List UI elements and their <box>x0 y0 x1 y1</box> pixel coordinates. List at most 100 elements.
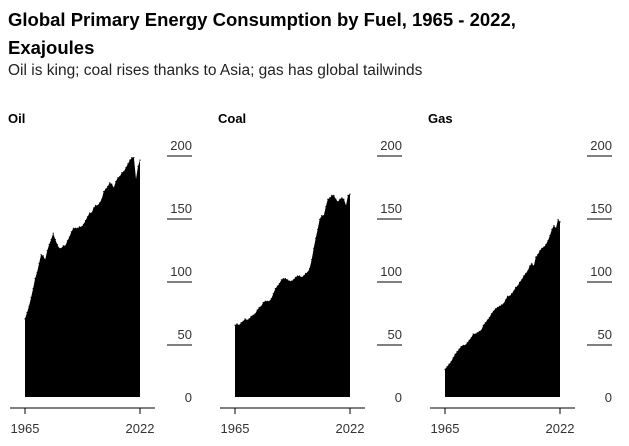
chart-title-line-2: Exajoules <box>8 37 95 58</box>
data-point-gas-1986 <box>486 319 488 321</box>
data-point-oil-1966 <box>26 312 28 314</box>
data-point-coal-2021 <box>347 194 349 196</box>
data-point-gas-2013 <box>541 247 543 249</box>
data-point-coal-2017 <box>339 198 341 200</box>
data-point-oil-2006 <box>107 186 109 188</box>
data-point-gas-2019 <box>553 225 555 227</box>
data-point-gas-2002 <box>519 281 521 283</box>
data-point-oil-1994 <box>82 223 85 225</box>
data-point-gas-1985 <box>484 322 486 324</box>
data-point-coal-1966 <box>236 323 238 325</box>
panel-coal: Coal 0 50 100 150 200 1965 2022 <box>218 111 402 436</box>
panel-label-oil: Oil <box>8 111 25 126</box>
y-tick-label-oil-150: 150 <box>170 201 192 216</box>
data-point-gas-1976 <box>466 342 468 344</box>
data-point-gas-2021 <box>557 218 559 220</box>
data-point-coal-1976 <box>256 309 258 311</box>
data-point-coal-2022 <box>349 193 351 195</box>
data-point-coal-2008 <box>321 215 323 217</box>
area-series-oil <box>25 157 140 397</box>
data-point-coal-1979 <box>262 301 264 304</box>
data-point-gas-1999 <box>513 290 515 292</box>
data-point-gas-1972 <box>458 348 460 350</box>
data-point-coal-1997 <box>299 275 301 277</box>
data-point-gas-2016 <box>547 240 549 242</box>
data-point-oil-1989 <box>72 227 74 229</box>
panel-label-coal: Coal <box>218 111 246 126</box>
area-series-coal <box>235 194 350 397</box>
data-point-gas-1978 <box>470 337 472 339</box>
data-point-coal-1974 <box>252 314 254 316</box>
data-point-coal-2000 <box>305 272 307 275</box>
data-point-coal-1967 <box>238 324 240 326</box>
data-point-oil-1965 <box>24 318 26 320</box>
data-point-coal-1991 <box>286 279 289 281</box>
x-tick-label-coal-1965: 1965 <box>221 421 250 436</box>
y-tick-label-oil-0: 0 <box>185 390 192 405</box>
data-point-gas-1981 <box>476 332 478 334</box>
data-point-oil-1976 <box>46 250 48 252</box>
data-point-oil-1969 <box>32 288 34 290</box>
data-point-oil-1983 <box>60 247 62 249</box>
data-point-oil-2019 <box>133 157 135 159</box>
data-point-oil-2011 <box>117 177 119 179</box>
data-point-coal-2018 <box>341 197 343 199</box>
x-tick-label-gas-2022: 2022 <box>546 421 575 436</box>
data-point-gas-2018 <box>551 228 553 230</box>
data-point-oil-2008 <box>111 183 113 185</box>
data-point-coal-2001 <box>307 271 309 273</box>
data-point-gas-2007 <box>529 265 531 267</box>
data-point-coal-1978 <box>260 305 262 307</box>
data-point-oil-1975 <box>44 259 46 261</box>
data-point-gas-1989 <box>492 310 494 312</box>
data-point-oil-2012 <box>119 175 121 178</box>
data-point-gas-1987 <box>488 317 490 319</box>
data-point-oil-1972 <box>38 262 40 264</box>
y-tick-label-gas-0: 0 <box>605 390 612 405</box>
data-point-oil-1985 <box>64 245 66 247</box>
data-point-coal-1969 <box>242 320 244 322</box>
data-point-oil-1997 <box>89 212 91 214</box>
data-point-coal-2012 <box>329 197 331 199</box>
data-point-oil-2005 <box>105 188 107 190</box>
data-point-oil-2018 <box>131 157 133 159</box>
data-point-coal-1965 <box>234 324 236 326</box>
data-point-gas-1971 <box>456 351 458 353</box>
y-tick-label-coal-100: 100 <box>380 264 402 279</box>
data-point-coal-1996 <box>296 275 299 277</box>
data-point-gas-1979 <box>472 333 474 335</box>
data-point-oil-2010 <box>115 180 117 183</box>
data-point-coal-2007 <box>319 218 321 220</box>
data-point-coal-2020 <box>345 204 347 207</box>
data-point-coal-1999 <box>303 275 305 277</box>
data-point-gas-1990 <box>494 308 496 310</box>
data-point-oil-1999 <box>93 207 95 209</box>
data-point-coal-1980 <box>264 300 266 302</box>
data-point-coal-1982 <box>268 300 270 302</box>
panel-oil: Oil 0 50 100 150 200 1965 2022 <box>8 111 192 436</box>
data-point-coal-1983 <box>270 298 272 300</box>
data-point-gas-1995 <box>504 299 507 301</box>
data-point-oil-1996 <box>86 216 89 218</box>
chart-title-line-1: Global Primary Energy Consumption by Fue… <box>8 9 516 30</box>
data-point-oil-1973 <box>40 254 42 256</box>
data-point-gas-1980 <box>474 333 476 335</box>
data-point-coal-1975 <box>254 313 256 315</box>
data-point-gas-1973 <box>460 346 462 348</box>
data-point-gas-1991 <box>496 306 499 309</box>
data-point-oil-2015 <box>125 167 127 169</box>
data-point-gas-1992 <box>498 305 501 307</box>
data-point-coal-1977 <box>258 306 260 309</box>
y-tick-label-coal-50: 50 <box>388 327 402 342</box>
data-point-coal-1971 <box>246 319 248 321</box>
panel-label-gas: Gas <box>428 111 453 126</box>
data-point-gas-1996 <box>506 295 509 297</box>
data-point-gas-2006 <box>527 270 529 272</box>
x-tick-label-coal-2022: 2022 <box>336 421 365 436</box>
y-tick-label-gas-200: 200 <box>590 138 612 153</box>
data-point-gas-1977 <box>468 339 470 341</box>
data-point-gas-2022 <box>559 221 561 223</box>
data-point-oil-2021 <box>137 165 139 167</box>
data-point-coal-1998 <box>301 276 303 278</box>
data-point-coal-1973 <box>250 315 252 317</box>
